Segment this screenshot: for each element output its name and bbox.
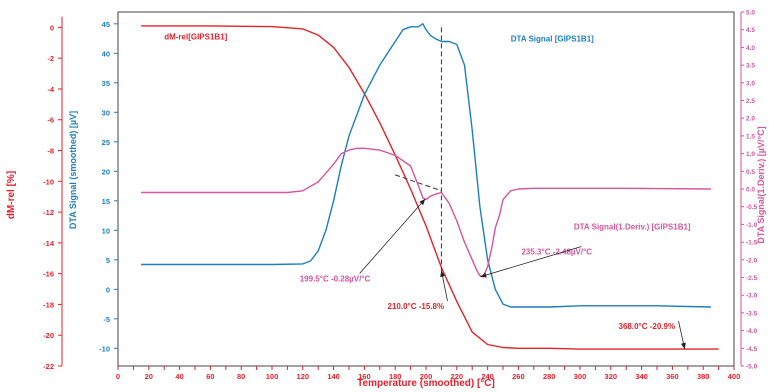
dm-tick-label: 0 (50, 23, 54, 32)
dta-signal-axis: 45 40 35 30 25 20 15 10 5 0 -5 -10 (99, 20, 118, 353)
dta-tick-label: 0 (106, 285, 110, 294)
series-line-deriv (141, 147, 711, 278)
dm-tick-label: -18 (43, 300, 54, 309)
dta-tick-label: 20 (102, 167, 110, 176)
deriv-tick-label: -3.0 (746, 293, 758, 300)
deriv-tick-label: -0.5 (746, 204, 758, 211)
annotation-arrow-head (680, 342, 686, 350)
deriv-tick-label: -2.5 (746, 275, 758, 282)
dm-tick-label: -4 (47, 85, 54, 94)
deriv-tick-label: 0.5 (746, 169, 755, 176)
annotation-label: DTA Signal [GIPS1B1] (511, 35, 594, 44)
x-tick-label: 280 (543, 372, 556, 381)
x-tick-label: 220 (451, 372, 464, 381)
x-tick-label: 180 (389, 372, 402, 381)
x-tick-label: 380 (697, 372, 710, 381)
dm-tick-label: -20 (43, 331, 54, 340)
deriv-tick-label: -4.0 (746, 328, 758, 335)
deriv-tick-label: -5.0 (746, 364, 758, 371)
tangent-line (395, 174, 442, 192)
x-tick-label: 160 (358, 372, 371, 381)
annotation-label: dM-rel[GIPS1B1] (164, 33, 227, 42)
annotation-arrow-head (419, 198, 426, 206)
dm-tick-label: -16 (43, 270, 54, 279)
x-tick-label: 140 (327, 372, 340, 381)
x-axis: 0 20 40 60 80 100 120 140 160 180 200 220 240 260 280 3… (116, 366, 740, 381)
deriv-tick-label: 4.5 (746, 27, 755, 34)
annotation-arrow-line (359, 198, 426, 274)
series-line-dm (141, 25, 719, 350)
x-tick-label: 80 (237, 372, 245, 381)
annotation-label: 368.0°C -20.9% (619, 322, 676, 331)
deriv-tick-label: 0.0 (746, 187, 755, 194)
dm-tick-label: -10 (43, 177, 54, 186)
deriv-tick-label: -2.0 (746, 257, 758, 264)
deriv-tick-label: 5.0 (746, 10, 755, 17)
deriv-tick-label: 3.5 (746, 63, 755, 70)
dta-tick-label: -5 (103, 315, 110, 324)
x-tick-label: 300 (574, 372, 587, 381)
annotation-arrow-head (440, 270, 446, 277)
x-tick-label: 360 (666, 372, 679, 381)
annotation-layer: dM-rel[GIPS1B1] DTA Signal [GIPS1B1] DTA S… (164, 33, 691, 350)
annotation-arrow-head (480, 272, 487, 278)
x-tick-label: 120 (297, 372, 310, 381)
x-tick-label: 400 (728, 372, 741, 381)
dta-tick-label: 30 (102, 108, 110, 117)
deriv-axis-label: DTA Signal(1.Deriv.) [µV/°C] (756, 126, 766, 243)
deriv-tick-label: 3.0 (746, 80, 755, 87)
dta-tick-label: 45 (102, 20, 110, 29)
deriv-tick-label: 1.0 (746, 151, 755, 158)
dm-tick-label: -8 (47, 147, 54, 156)
series-layer (141, 23, 719, 350)
x-tick-label: 40 (175, 372, 183, 381)
dm-axis-label: dM-rel [%] (6, 171, 17, 219)
deriv-tick-label: 2.5 (746, 98, 755, 105)
dta-derivative-axis: 5.0 4.5 4.0 3.5 3.0 2.5 2.0 1.5 1.0 0.5 0.0 -0.5 -1.… (740, 10, 758, 371)
deriv-tick-label: 2.0 (746, 116, 755, 123)
dm-tick-label: -14 (43, 239, 55, 248)
x-tick-label: 320 (605, 372, 618, 381)
x-tick-label: 340 (635, 372, 648, 381)
annotation-label: DTA Signal(1.Deriv.) [GIPS1B1] (574, 223, 691, 232)
dm-rel-axis: 0 -2 -4 -6 -8 -10 -12 -14 -16 -18 -20 -22 (43, 16, 63, 371)
x-tick-label: 60 (206, 372, 214, 381)
series-line-dta (141, 23, 711, 308)
dm-tick-label: -2 (47, 54, 54, 63)
x-tick-label: 100 (266, 372, 279, 381)
dta-tick-label: 40 (102, 49, 110, 58)
annotation-label: 210.0°C -15.8% (388, 302, 445, 311)
dm-tick-label: -12 (43, 208, 54, 217)
dta-axis-label: DTA Signal (smoothed) [µV] (68, 111, 78, 229)
annotation-arrow-line (480, 246, 582, 278)
x-tick-label: 240 (481, 372, 494, 381)
dta-tick-label: 15 (102, 197, 110, 206)
dta-tick-label: 10 (102, 226, 110, 235)
deriv-tick-label: 1.5 (746, 133, 755, 140)
dm-tick-label: -22 (43, 362, 54, 371)
annotation-label: 235.3°C -2.48µV/°C (521, 247, 592, 256)
dta-tick-label: 35 (102, 79, 110, 88)
annotation-label: 199.5°C -0.28µV/°C (300, 274, 371, 283)
dta-tick-label: -10 (99, 344, 110, 353)
dta-tick-label: 5 (106, 256, 110, 265)
dta-tick-label: 25 (102, 138, 110, 147)
deriv-tick-label: -1.5 (746, 240, 758, 247)
x-axis-label: Temperature (smoothed) [°C] (357, 378, 495, 389)
x-tick-label: 260 (512, 372, 525, 381)
x-tick-label: 0 (116, 372, 120, 381)
deriv-tick-label: -1.0 (746, 222, 758, 229)
deriv-tick-label: -3.5 (746, 310, 758, 317)
deriv-tick-label: 4.0 (746, 45, 755, 52)
dm-tick-label: -6 (47, 116, 54, 125)
x-tick-label: 200 (420, 372, 433, 381)
deriv-tick-label: -4.5 (746, 346, 758, 353)
x-tick-label: 20 (145, 372, 153, 381)
